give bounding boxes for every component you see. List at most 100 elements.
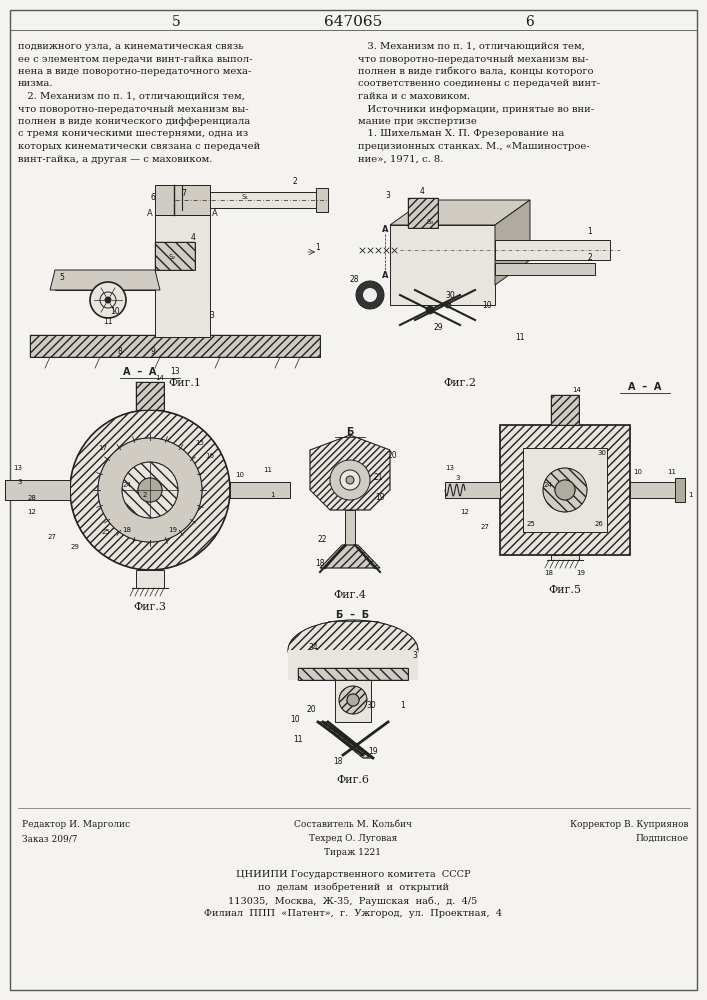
Bar	[155, 242, 195, 270]
Polygon shape	[495, 200, 530, 285]
Text: А: А	[382, 226, 388, 234]
Text: 11: 11	[103, 318, 112, 326]
Text: 30: 30	[445, 290, 455, 300]
Circle shape	[98, 438, 202, 542]
Text: А: А	[382, 270, 388, 279]
Text: 24: 24	[122, 482, 132, 488]
Bar	[155, 215, 210, 337]
Text: 13: 13	[445, 465, 455, 471]
Text: 22: 22	[317, 536, 327, 544]
Bar	[495, 240, 610, 260]
Text: 10: 10	[482, 302, 492, 310]
Circle shape	[138, 478, 162, 502]
Bar	[500, 425, 630, 555]
Text: 10: 10	[290, 716, 300, 724]
Text: 1: 1	[588, 228, 592, 236]
Text: Фиг.2: Фиг.2	[443, 378, 477, 388]
Text: Источники информации, принятые во вни-: Источники информации, принятые во вни-	[358, 104, 594, 113]
Text: S₁: S₁	[241, 194, 249, 200]
Text: 13: 13	[13, 465, 23, 471]
Text: S₃: S₃	[426, 219, 433, 225]
Bar	[335, 680, 371, 722]
Text: 25: 25	[102, 529, 110, 535]
Text: 2: 2	[143, 492, 147, 498]
Text: Фиг.5: Фиг.5	[549, 585, 581, 595]
Text: 4: 4	[419, 188, 424, 196]
Bar	[298, 668, 408, 680]
Text: 27: 27	[481, 524, 489, 530]
Text: 2: 2	[588, 253, 592, 262]
Bar	[298, 668, 408, 680]
Text: Филиал  ППП  «Патент»,  г.  Ужгород,  ул.  Проектная,  4: Филиал ППП «Патент», г. Ужгород, ул. Про…	[204, 909, 502, 918]
Circle shape	[347, 694, 359, 706]
Text: гайка и с маховиком.: гайка и с маховиком.	[358, 92, 470, 101]
Bar	[316, 188, 328, 212]
Circle shape	[122, 462, 178, 518]
Bar	[551, 395, 579, 425]
Text: 2. Механизм по п. 1, отличающийся тем,: 2. Механизм по п. 1, отличающийся тем,	[18, 92, 245, 101]
Text: нена в виде поворотно-передаточного меха-: нена в виде поворотно-передаточного меха…	[18, 67, 252, 76]
Bar	[210, 192, 320, 208]
Text: 6: 6	[151, 194, 156, 202]
Text: 18: 18	[315, 558, 325, 568]
Text: S₂: S₂	[168, 254, 175, 260]
Text: 24: 24	[544, 482, 552, 488]
Circle shape	[330, 460, 370, 500]
Text: винт-гайка, а другая — с маховиком.: винт-гайка, а другая — с маховиком.	[18, 154, 212, 163]
Text: соответственно соединены с передачей винт-: соответственно соединены с передачей вин…	[358, 80, 600, 89]
Bar	[523, 448, 607, 532]
Circle shape	[70, 410, 230, 570]
Text: 11: 11	[515, 334, 525, 342]
Circle shape	[339, 686, 367, 714]
Text: 10: 10	[235, 472, 245, 478]
Text: которых кинематически связана с передачей: которых кинематически связана с передаче…	[18, 142, 260, 151]
Text: 19: 19	[368, 748, 378, 756]
Text: 20: 20	[306, 706, 316, 714]
Text: 16: 16	[206, 453, 214, 459]
Text: 3: 3	[456, 475, 460, 481]
Polygon shape	[320, 545, 380, 568]
Ellipse shape	[288, 620, 418, 680]
Polygon shape	[318, 722, 373, 758]
Text: 28: 28	[28, 495, 37, 501]
Circle shape	[543, 468, 587, 512]
Text: полнен в виде гибкого вала, концы которого: полнен в виде гибкого вала, концы которо…	[358, 67, 593, 77]
Text: 29: 29	[433, 324, 443, 332]
Text: Фиг.1: Фиг.1	[168, 378, 201, 388]
Text: 11: 11	[293, 736, 303, 744]
Text: низма.: низма.	[18, 80, 54, 89]
Text: 647065: 647065	[324, 15, 382, 29]
Text: 10: 10	[633, 469, 643, 475]
Circle shape	[105, 297, 111, 303]
Text: 1: 1	[315, 243, 320, 252]
Text: 5: 5	[59, 273, 64, 282]
Text: 9: 9	[151, 348, 156, 357]
Text: 11: 11	[264, 467, 272, 473]
Text: 8: 8	[117, 348, 122, 357]
Bar	[500, 425, 630, 555]
Circle shape	[346, 476, 354, 484]
Text: 30: 30	[597, 450, 607, 456]
Text: Тираж 1221: Тираж 1221	[325, 848, 382, 857]
Bar	[551, 395, 579, 425]
Bar	[5, 480, 70, 500]
Circle shape	[90, 282, 126, 318]
Bar	[155, 242, 195, 270]
Circle shape	[347, 694, 359, 706]
Text: мание при экспертизе: мание при экспертизе	[358, 117, 477, 126]
Bar	[55, 270, 155, 290]
Text: прецизионных станках. М., «Машинострое-: прецизионных станках. М., «Машинострое-	[358, 142, 590, 151]
Bar	[288, 650, 418, 680]
Text: А  –  А: А – А	[629, 382, 662, 392]
Text: 3: 3	[209, 310, 214, 320]
Bar	[155, 185, 210, 215]
Text: 28: 28	[349, 275, 358, 284]
Text: ние», 1971, с. 8.: ние», 1971, с. 8.	[358, 154, 443, 163]
Text: 30: 30	[366, 700, 376, 710]
Text: Фиг.3: Фиг.3	[134, 602, 167, 612]
Text: 15: 15	[196, 440, 204, 446]
Text: что поворотно-передаточный механизм вы-: что поворотно-передаточный механизм вы-	[358, 54, 589, 64]
Text: 21: 21	[373, 474, 382, 483]
Circle shape	[138, 478, 162, 502]
Text: ее с элементом передачи винт-гайка выпол-: ее с элементом передачи винт-гайка выпол…	[18, 54, 252, 64]
